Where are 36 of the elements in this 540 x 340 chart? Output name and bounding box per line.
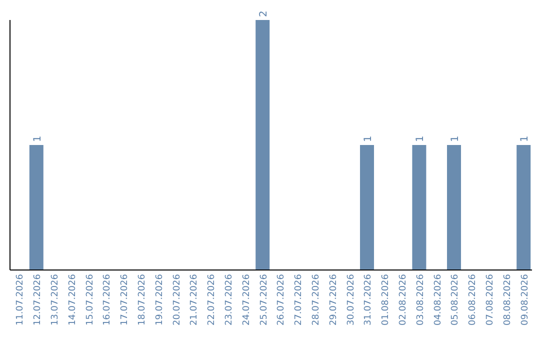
x-tick-label: 13.07.2026 — [50, 274, 60, 326]
x-tick-label: 20.07.2026 — [172, 274, 182, 326]
x-tick-label: 24.07.2026 — [242, 274, 252, 326]
x-tick-label: 18.07.2026 — [138, 274, 148, 326]
x-tick-label: 25.07.2026 — [259, 274, 270, 326]
data-label: 1 — [363, 136, 374, 142]
x-tick-label: 07.08.2026 — [486, 274, 496, 326]
x-tick-label: 27.07.2026 — [294, 274, 304, 326]
data-label: 1 — [32, 136, 44, 142]
x-tick-label: 19.07.2026 — [154, 274, 165, 326]
data-label: 1 — [450, 136, 461, 142]
data-label: 1 — [415, 136, 426, 142]
x-tick-label: 29.07.2026 — [328, 274, 339, 326]
x-tick-label: 12.07.2026 — [33, 274, 44, 326]
x-tick-label: 03.08.2026 — [416, 274, 426, 326]
data-label: 2 — [258, 10, 270, 17]
x-tick-label: 06.08.2026 — [468, 274, 478, 326]
x-tick-label: 01.08.2026 — [381, 274, 392, 326]
x-tick-label: 02.08.2026 — [398, 274, 408, 326]
x-tick-label: 30.07.2026 — [346, 274, 356, 326]
x-tick-label: 22.07.2026 — [207, 274, 218, 326]
x-tick-label: 11.07.2026 — [16, 274, 26, 326]
x-tick-label: 26.07.2026 — [276, 274, 287, 326]
x-tick-label: 23.07.2026 — [224, 274, 234, 326]
x-tick-label: 04.08.2026 — [433, 274, 444, 326]
x-tick-label: 28.07.2026 — [312, 274, 322, 326]
data-label: 1 — [520, 136, 531, 142]
x-tick-label: 17.07.2026 — [120, 274, 130, 326]
x-tick-label: 16.07.2026 — [102, 274, 113, 326]
x-tick-label: 08.08.2026 — [502, 274, 513, 326]
x-tick-label: 05.08.2026 — [450, 274, 461, 326]
x-tick-label: 21.07.2026 — [190, 274, 200, 326]
x-tick-label: 14.07.2026 — [68, 274, 78, 326]
x-tick-label: 09.08.2026 — [520, 274, 530, 326]
x-tick-label: 15.07.2026 — [85, 274, 96, 326]
x-tick-label: 31.07.2026 — [364, 274, 374, 326]
